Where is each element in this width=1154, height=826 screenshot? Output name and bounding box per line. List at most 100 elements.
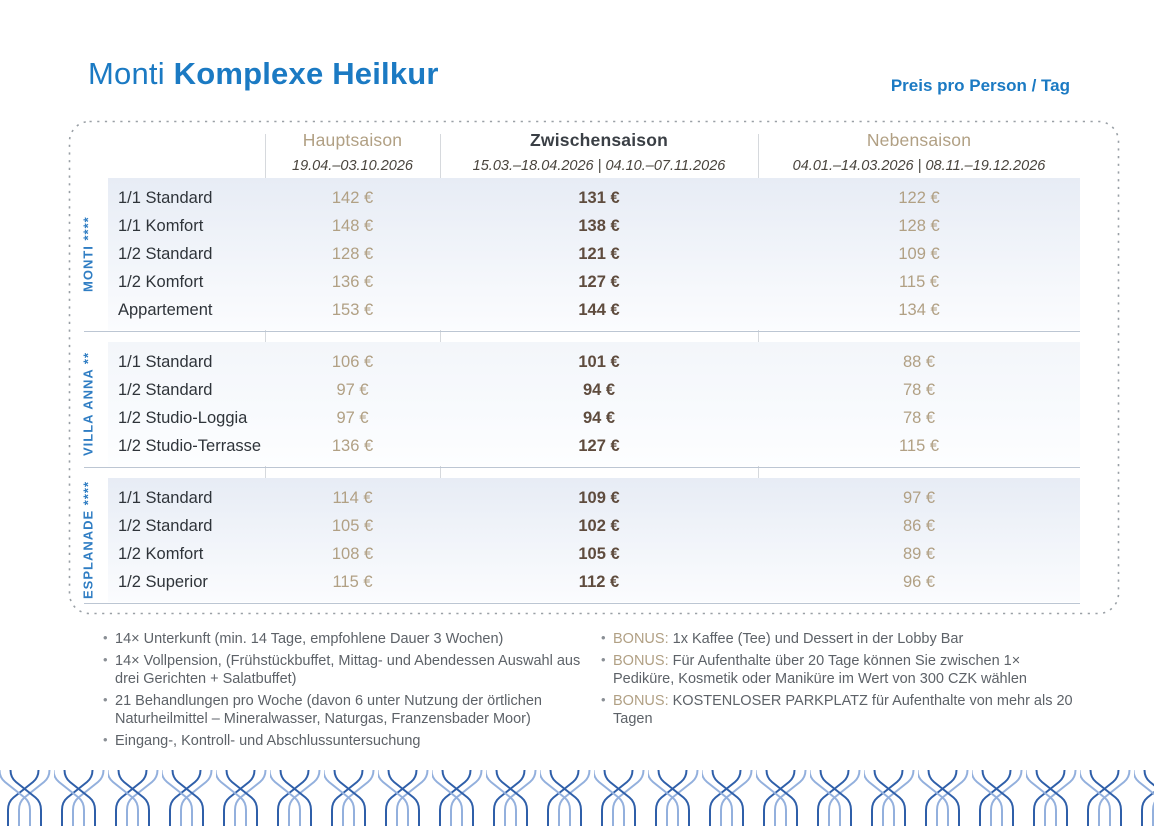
season-name: Nebensaison [866,130,972,150]
price-hauptsaison: 114 € [332,488,373,507]
price-zwischensaison: 101 € [578,352,620,371]
price-nebensaison: 122 € [898,188,940,207]
group-label-monti: MONTI **** [80,216,96,292]
room-type-label: 1/2 Komfort [118,272,204,291]
price-nebensaison: 86 € [902,516,936,535]
table-row: 1/2 Standard 97 € 94 € 78 € [108,376,1080,404]
price-zwischensaison: 121 € [578,244,620,263]
room-type-label: 1/2 Superior [118,572,208,591]
table-row: 1/2 Standard 105 € 102 € 86 € [108,512,1080,540]
included-service-item: 14× Unterkunft (min. 14 Tage, empfohlene… [102,630,602,649]
price-nebensaison: 115 € [898,272,940,291]
room-type-label: 1/1 Komfort [118,216,204,235]
table-row: 1/2 Standard 128 € 121 € 109 € [108,240,1080,268]
table-row: Appartement 153 € 144 € 134 € [108,296,1080,324]
price-hauptsaison: 105 € [331,516,374,535]
hotel-groups: MONTI **** 1/1 Standard 142 €131 €122 €1/1… [81,178,1080,614]
price-zwischensaison: 138 € [578,216,620,235]
price-hauptsaison: 106 € [331,352,374,371]
price-nebensaison: 134 € [898,300,940,319]
hotel-group-monti: MONTI **** 1/1 Standard 142 €131 €122 €1/1… [81,178,1080,332]
price-hauptsaison: 136 € [331,272,374,291]
column-header-zwischensaison: Zwischensaison 15.03.–18.04.2026 | 04.10… [440,130,758,174]
price-per-person-note: Preis pro Person / Tag [890,76,1070,95]
group-label-esplanade: ESPLANADE **** [80,480,96,600]
price-nebensaison: 97 € [902,488,936,507]
pricing-table: Hauptsaison 19.04.–03.10.2026 Zwischensa… [68,120,1120,615]
page-title: Monti Komplexe Heilkur [88,56,439,92]
price-nebensaison: 89 € [902,544,936,563]
price-zwischensaison: 109 € [578,488,620,507]
bonus-prefix: BONUS: [613,631,673,647]
price-hauptsaison: 136 € [331,436,374,455]
price-hauptsaison: 128 € [331,244,374,263]
price-nebensaison: 78 € [902,408,936,427]
price-nebensaison: 128 € [898,216,940,235]
table-row: 1/1 Standard 106 € 101 € 88 € [108,348,1080,376]
season-name: Hauptsaison [302,130,403,150]
table-header: Hauptsaison 19.04.–03.10.2026 Zwischensa… [108,130,1080,174]
price-zwischensaison: 102 € [578,516,620,535]
price-hauptsaison: 97 € [336,380,369,399]
season-name: Zwischensaison [530,130,668,150]
room-type-label: 1/1 Standard [118,188,213,207]
season-dates: 15.03.–18.04.2026 | 04.10.–07.11.2026 [472,158,726,174]
price-hauptsaison: 115 € [332,572,373,591]
price-zwischensaison: 144 € [578,300,620,319]
price-nebensaison: 96 € [902,572,936,591]
room-type-label: 1/2 Standard [118,244,213,263]
table-row: 1/1 Standard 142 € 131 € 122 € [108,184,1080,212]
price-zwischensaison: 94 € [582,408,616,427]
price-zwischensaison: 112 € [578,572,620,591]
bonus-prefix: BONUS: [613,652,673,669]
season-dates: 04.01.–14.03.2026 | 08.11.–19.12.2026 [792,158,1046,174]
table-row: 1/2 Komfort 108 € 105 € 89 € [108,540,1080,568]
price-nebensaison: 115 € [898,436,940,455]
bonus-item: BONUS: KOSTENLOSER PARKPLATZ für Aufenth… [600,692,1080,729]
page-title-bold: Komplexe Heilkur [173,56,439,91]
included-services-list: 14× Unterkunft (min. 14 Tage, empfohlene… [102,630,602,753]
price-zwischensaison: 131 € [578,188,620,207]
price-nebensaison: 78 € [902,380,936,399]
table-row: 1/2 Studio-Loggia 97 € 94 € 78 € [108,404,1080,432]
bonus-prefix: BONUS: [613,692,673,709]
table-row: 1/1 Standard 114 € 109 € 97 € [108,484,1080,512]
room-type-label: 1/2 Studio-Terrasse [118,436,262,455]
header-spacer [108,130,265,174]
table-row: 1/2 Superior 115 € 112 € 96 € [108,568,1080,596]
room-type-label: 1/1 Standard [118,352,213,371]
hotel-group-esplanade: ESPLANADE **** 1/1 Standard 114 € 109 € 97 €… [81,478,1080,604]
room-type-label: 1/2 Komfort [118,544,204,563]
included-service-item: Eingang-, Kontroll- und Abschlussuntersu… [102,732,602,751]
room-type-label: 1/2 Standard [118,516,213,535]
table-row: 1/2 Komfort 136 € 127 € 115 € [108,268,1080,296]
room-type-label: 1/2 Standard [118,380,213,399]
price-hauptsaison: 142 € [331,188,374,207]
table-row: 1/2 Studio-Terrasse 136 € 127 € 115 € [108,432,1080,460]
bonus-item: BONUS: Für Aufenthalte über 20 Tage könn… [600,652,1080,689]
decorative-weave-pattern [0,770,1154,826]
price-nebensaison: 88 € [902,352,936,371]
room-type-label: 1/1 Standard [118,488,213,507]
group-label-villa-anna: VILLA ANNA ** [80,352,96,456]
price-zwischensaison: 127 € [578,272,620,291]
price-zwischensaison: 127 € [578,436,620,455]
hotel-group-villa-anna: VILLA ANNA ** 1/1 Standard 106 €101 €88 €1… [81,342,1080,468]
page-title-light: Monti [88,56,174,91]
included-service-item: 14× Vollpension, (Frühstückbuffet, Mitta… [102,652,602,689]
column-header-nebensaison: Nebensaison 04.01.–14.03.2026 | 08.11.–1… [758,130,1080,174]
price-zwischensaison: 105 € [578,544,620,563]
room-type-label: Appartement [118,300,213,319]
table-row: 1/1 Komfort 148 € 138 € 128 € [108,212,1080,240]
price-hauptsaison: 153 € [331,300,374,319]
column-header-hauptsaison: Hauptsaison 19.04.–03.10.2026 [265,130,440,174]
bonus-item: BONUS: 1x Kaffee (Tee) und Dessert in de… [600,630,1080,649]
bonus-list: BONUS: 1x Kaffee (Tee) und Dessert in de… [600,630,1080,732]
price-hauptsaison: 97 € [336,408,369,427]
included-service-item: 21 Behandlungen pro Woche (davon 6 unter… [102,692,602,729]
room-type-label: 1/2 Studio-Loggia [118,408,248,427]
price-zwischensaison: 94 € [582,380,616,399]
price-hauptsaison: 148 € [331,216,374,235]
price-hauptsaison: 108 € [331,544,374,563]
